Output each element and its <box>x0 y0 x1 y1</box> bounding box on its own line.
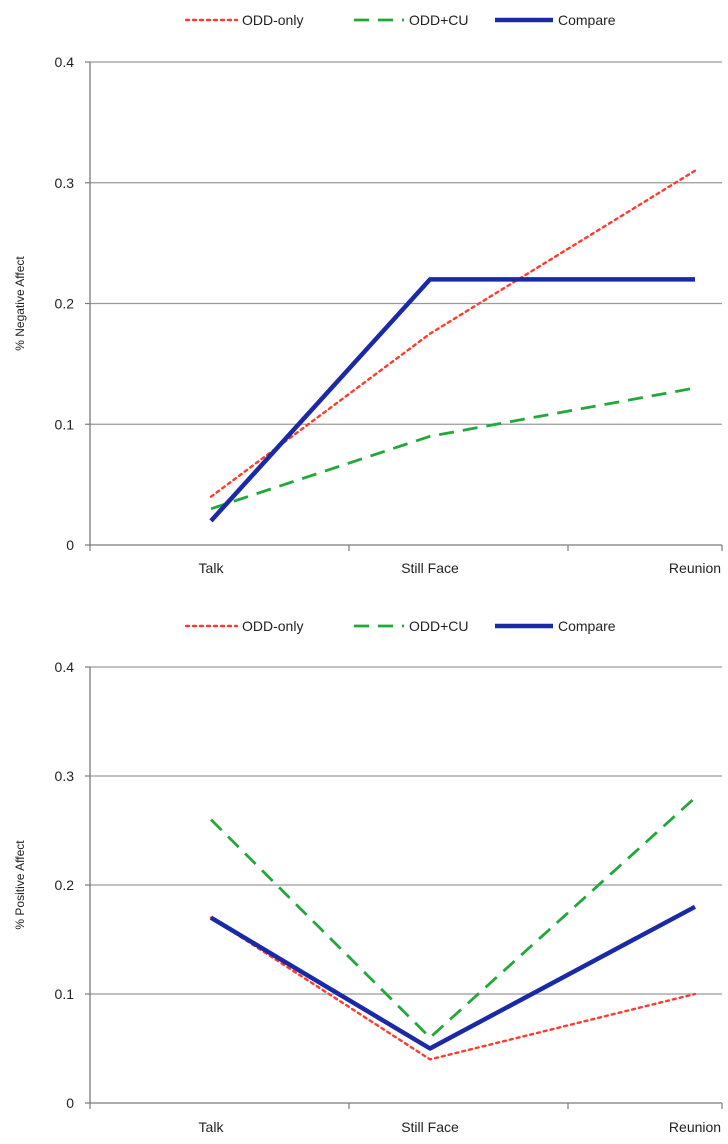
series-line-odd-cu <box>210 386 696 511</box>
x-tick-label: Reunion <box>669 1119 721 1135</box>
series-line-compare <box>209 904 697 1051</box>
negative-affect-chart: 0 0.1 0.2 0.3 0.4 Talk Still Face Reunion % Nega… <box>13 12 723 576</box>
y-tick-label: 0.3 <box>55 768 75 784</box>
legend-label: ODD-only <box>242 618 303 634</box>
y-axis-title: % Positive Affect <box>13 840 27 930</box>
legend-label: ODD-only <box>242 12 303 28</box>
y-tick-label: 0.4 <box>55 54 75 70</box>
series-line-odd-cu <box>210 796 696 1039</box>
x-tick-label: Reunion <box>669 560 721 576</box>
y-tick-label: 0 <box>66 1095 74 1111</box>
legend-label: Compare <box>558 618 616 634</box>
y-tick-label: 0.3 <box>55 175 75 191</box>
x-tick-label: Talk <box>199 560 225 576</box>
positive-affect-chart: 0 0.1 0.2 0.3 0.4 Talk Still Face Reunion % Posi… <box>13 618 723 1135</box>
y-tick-label: 0 <box>66 537 74 553</box>
series-line-compare <box>209 277 695 523</box>
y-tick-label: 0.1 <box>55 416 75 432</box>
y-tick-label: 0.2 <box>55 296 75 312</box>
x-tick-label: Talk <box>199 1119 225 1135</box>
x-tick-label: Still Face <box>401 1119 459 1135</box>
y-tick-label: 0.4 <box>55 659 75 675</box>
series-line-odd-only <box>209 916 697 1061</box>
legend-label: Compare <box>558 12 616 28</box>
y-axis-title: % Negative Affect <box>13 256 27 351</box>
legend-label: ODD+CU <box>409 618 469 634</box>
series-line-odd-only <box>209 169 697 498</box>
y-tick-label: 0.1 <box>55 986 75 1002</box>
y-tick-label: 0.2 <box>55 877 75 893</box>
legend-label: ODD+CU <box>409 12 469 28</box>
x-tick-label: Still Face <box>401 560 459 576</box>
